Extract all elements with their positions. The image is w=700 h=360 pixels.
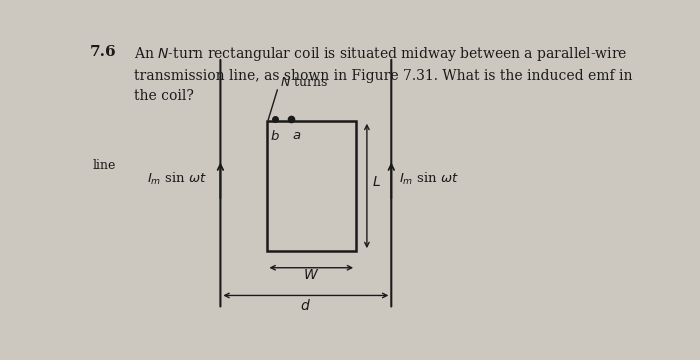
Text: $I_m$ sin $\omega t$: $I_m$ sin $\omega t$ xyxy=(147,171,207,187)
Text: $W$: $W$ xyxy=(303,268,319,282)
Text: $N$ turns: $N$ turns xyxy=(280,76,328,89)
Text: $b$: $b$ xyxy=(270,129,279,143)
Bar xyxy=(267,121,356,251)
Text: line: line xyxy=(93,159,116,172)
Text: 7.6: 7.6 xyxy=(90,45,117,59)
Text: $L$: $L$ xyxy=(372,175,382,189)
Text: An $N$-turn rectangular coil is situated midway between a parallel-wire
transmis: An $N$-turn rectangular coil is situated… xyxy=(134,45,632,103)
Text: $d$: $d$ xyxy=(300,298,312,312)
Text: $a$: $a$ xyxy=(292,129,301,142)
Text: $I_m$ sin $\omega t$: $I_m$ sin $\omega t$ xyxy=(400,171,459,187)
